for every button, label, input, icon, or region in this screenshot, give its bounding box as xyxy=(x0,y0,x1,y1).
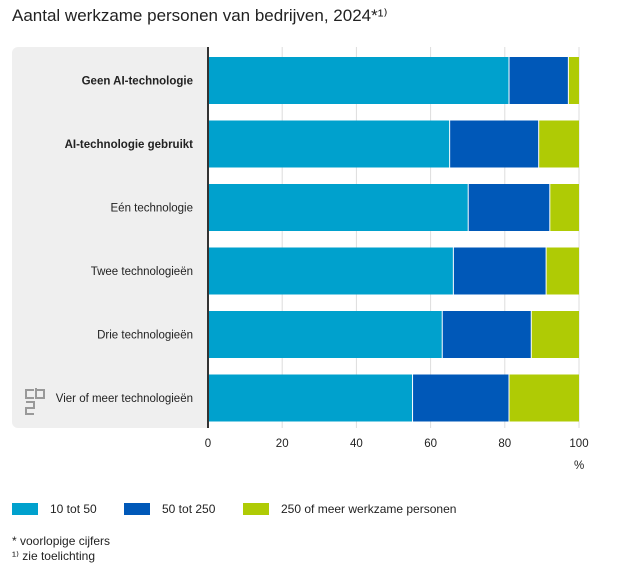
legend-item-2: 250 of meer werkzame personen xyxy=(243,502,456,516)
x-tick-label: 0 xyxy=(205,438,211,450)
bar-3-1 xyxy=(453,247,546,295)
x-tick-label: 60 xyxy=(424,438,437,450)
bar-2-0 xyxy=(208,184,468,231)
category-label: Eén technologie xyxy=(111,203,193,215)
bar-1-1 xyxy=(450,120,539,168)
category-label: Drie technologieën xyxy=(97,330,193,342)
legend-item-1: 50 tot 250 xyxy=(124,502,215,516)
bar-4-0 xyxy=(208,311,442,358)
bar-5-1 xyxy=(413,374,509,422)
bar-1-0 xyxy=(208,120,450,168)
legend-swatch xyxy=(243,503,269,515)
x-tick-label: 20 xyxy=(276,438,289,450)
bar-0-2 xyxy=(568,57,579,104)
category-label: AI-technologie gebruikt xyxy=(65,139,194,151)
bar-3-0 xyxy=(208,247,453,295)
note-preliminary: * voorlopige cijfers xyxy=(12,534,111,548)
x-tick-label: 40 xyxy=(350,438,363,450)
x-tick-label: 100 xyxy=(569,438,588,450)
bar-2-2 xyxy=(550,184,579,231)
bar-4-2 xyxy=(531,311,579,358)
category-panel xyxy=(12,47,208,428)
category-label: Twee technologieën xyxy=(91,266,193,278)
bar-2-1 xyxy=(468,184,550,231)
legend-swatch xyxy=(124,503,150,515)
bar-chart: Geen AI-technologie AI-technologie gebrui… xyxy=(25,47,589,472)
legend-item-0: 10 tot 50 xyxy=(12,502,97,516)
cbs-logo xyxy=(25,388,45,415)
chart-title: Aantal werkzame personen van bedrijven, … xyxy=(12,6,388,25)
x-tick-label: 80 xyxy=(498,438,511,450)
bar-5-2 xyxy=(509,374,579,422)
bar-5-0 xyxy=(208,374,413,422)
x-axis-unit: % xyxy=(574,460,584,472)
bar-0-1 xyxy=(509,57,568,104)
bar-4-1 xyxy=(442,311,531,358)
note-explanation: ¹⁾ zie toelichting xyxy=(12,549,95,563)
bar-0-0 xyxy=(208,57,509,104)
bar-3-2 xyxy=(546,247,579,295)
category-label: Geen AI-technologie xyxy=(82,76,193,88)
legend-swatch xyxy=(12,503,38,515)
bar-1-2 xyxy=(539,120,579,168)
legend-label: 250 of meer werkzame personen xyxy=(281,502,457,516)
category-label: Vier of meer technologieën xyxy=(56,393,193,405)
legend-label: 50 tot 250 xyxy=(162,502,216,516)
legend-label: 10 tot 50 xyxy=(50,502,97,516)
